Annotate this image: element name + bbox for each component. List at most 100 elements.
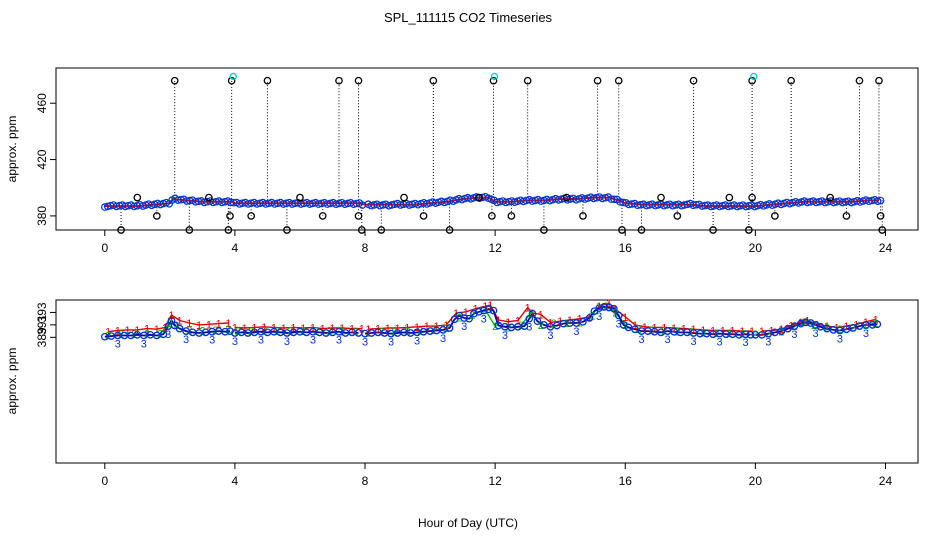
series-2-point: 2 [528,308,534,320]
series-3-point [610,304,618,313]
series-1-point: 1 [622,312,628,324]
series-3-point [585,314,594,322]
outlier-point [709,226,717,234]
series-1-point: 1 [596,301,602,313]
outlier-point [354,76,363,85]
series-1-point: 1 [134,325,140,337]
series-3-point [605,303,613,312]
series-1-point: 1 [681,324,687,336]
saturated-point [750,72,758,81]
series-3-label: 3 [232,336,238,348]
series-1-point: 1 [394,323,400,335]
saturated-point [490,72,499,81]
series-3-point [489,306,498,315]
outlier-point [152,212,161,220]
outlier-point [540,226,548,234]
series-1-point: 1 [720,325,726,337]
outlier-point [283,226,291,234]
x-tick-label: 20 [749,474,763,488]
outlier-point [475,193,483,202]
x-tick-label: 4 [232,474,239,488]
panel-top-ylabel: approx. ppm [5,116,19,183]
x-tick-label: 12 [488,474,502,488]
series-3-label: 3 [547,330,553,342]
series-1-point: 1 [154,324,160,336]
outlier-point [562,193,571,202]
series-1-point: 1 [424,321,430,333]
series-3-point [600,302,608,311]
outlier-point [657,193,665,202]
x-tick-label: 16 [619,241,633,255]
outlier-point [618,226,626,234]
panel-top-frame [55,67,919,231]
series-3-label: 3 [863,328,869,340]
series-3-point [868,321,877,329]
series-3-label: 3 [765,337,771,349]
outlier-point [637,226,646,234]
outlier-point [170,76,179,85]
series-1-point: 1 [216,319,222,331]
x-tick-label: 24 [879,241,893,255]
outlier-point [296,193,304,202]
series-3-point [784,324,792,333]
series-3-label: 3 [743,337,749,349]
y-tick-label: 391 [35,315,49,335]
outlier-point [787,76,795,85]
series-1-point: 1 [365,324,371,336]
series-3-point [533,317,542,326]
outlier-point [227,76,236,85]
outlier-point [745,226,753,234]
panel-top-points [100,72,887,234]
series-1-point: 1 [505,317,511,329]
series-2-point: 2 [612,307,618,319]
outlier-point [748,193,756,202]
series-3-point [484,305,493,314]
series-1-point: 1 [612,304,618,316]
series-1-point: 1 [739,326,745,338]
series-3-point [595,304,604,312]
series-1-point: 1 [567,315,573,327]
outlier-point [335,76,343,85]
series-1-point: 1 [463,307,469,319]
series-1-point: 1 [843,321,849,333]
y-tick-label: 420 [35,149,49,169]
outlier-point [354,212,363,220]
series-3-label: 3 [165,329,171,341]
series-1-point: 1 [495,315,501,327]
series-3-label: 3 [717,337,723,349]
series-1-point: 1 [863,317,869,329]
series-1-point: 1 [414,322,420,334]
series-3-label: 3 [388,337,394,349]
series-2-point: 2 [837,324,843,336]
series-3-label: 3 [616,319,622,331]
series-3-label: 3 [141,338,147,350]
outlier-point [429,76,438,85]
series-3-label: 3 [638,334,644,346]
series-2-point: 2 [811,320,817,332]
series-1-point: 1 [206,319,212,331]
series-1-point: 1 [700,325,706,337]
outlier-point [725,193,734,202]
outlier-point [673,212,682,220]
series-3-label: 3 [526,322,532,334]
series-1-point: 1 [242,323,248,335]
series-2-point: 2 [778,327,784,339]
x-tick-label: 12 [488,241,502,255]
series-1-point: 1 [525,302,531,314]
outlier-point [400,193,408,202]
series-3-point [746,330,755,339]
series-1-point: 1 [661,322,667,334]
series-1-point: 1 [281,323,287,335]
outlier-point [263,76,272,85]
series-3-label: 3 [310,335,316,347]
series-1-point: 1 [873,314,879,326]
series-3-label: 3 [461,321,467,333]
outlier-point [226,212,234,220]
x-tick-label: 20 [749,241,763,255]
series-3-label: 3 [209,335,215,347]
series-3-label: 3 [791,329,797,341]
y-tick-label: 460 [35,93,49,113]
series-3-point [806,319,815,327]
